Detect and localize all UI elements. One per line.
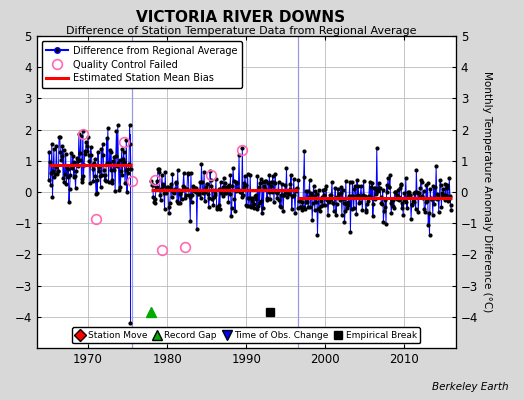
Text: Berkeley Earth: Berkeley Earth xyxy=(432,382,508,392)
Legend: Station Move, Record Gap, Time of Obs. Change, Empirical Break: Station Move, Record Gap, Time of Obs. C… xyxy=(72,327,420,344)
Y-axis label: Monthly Temperature Anomaly Difference (°C): Monthly Temperature Anomaly Difference (… xyxy=(482,71,492,313)
Text: Difference of Station Temperature Data from Regional Average: Difference of Station Temperature Data f… xyxy=(66,26,416,36)
Text: VICTORIA RIVER DOWNS: VICTORIA RIVER DOWNS xyxy=(136,10,346,25)
